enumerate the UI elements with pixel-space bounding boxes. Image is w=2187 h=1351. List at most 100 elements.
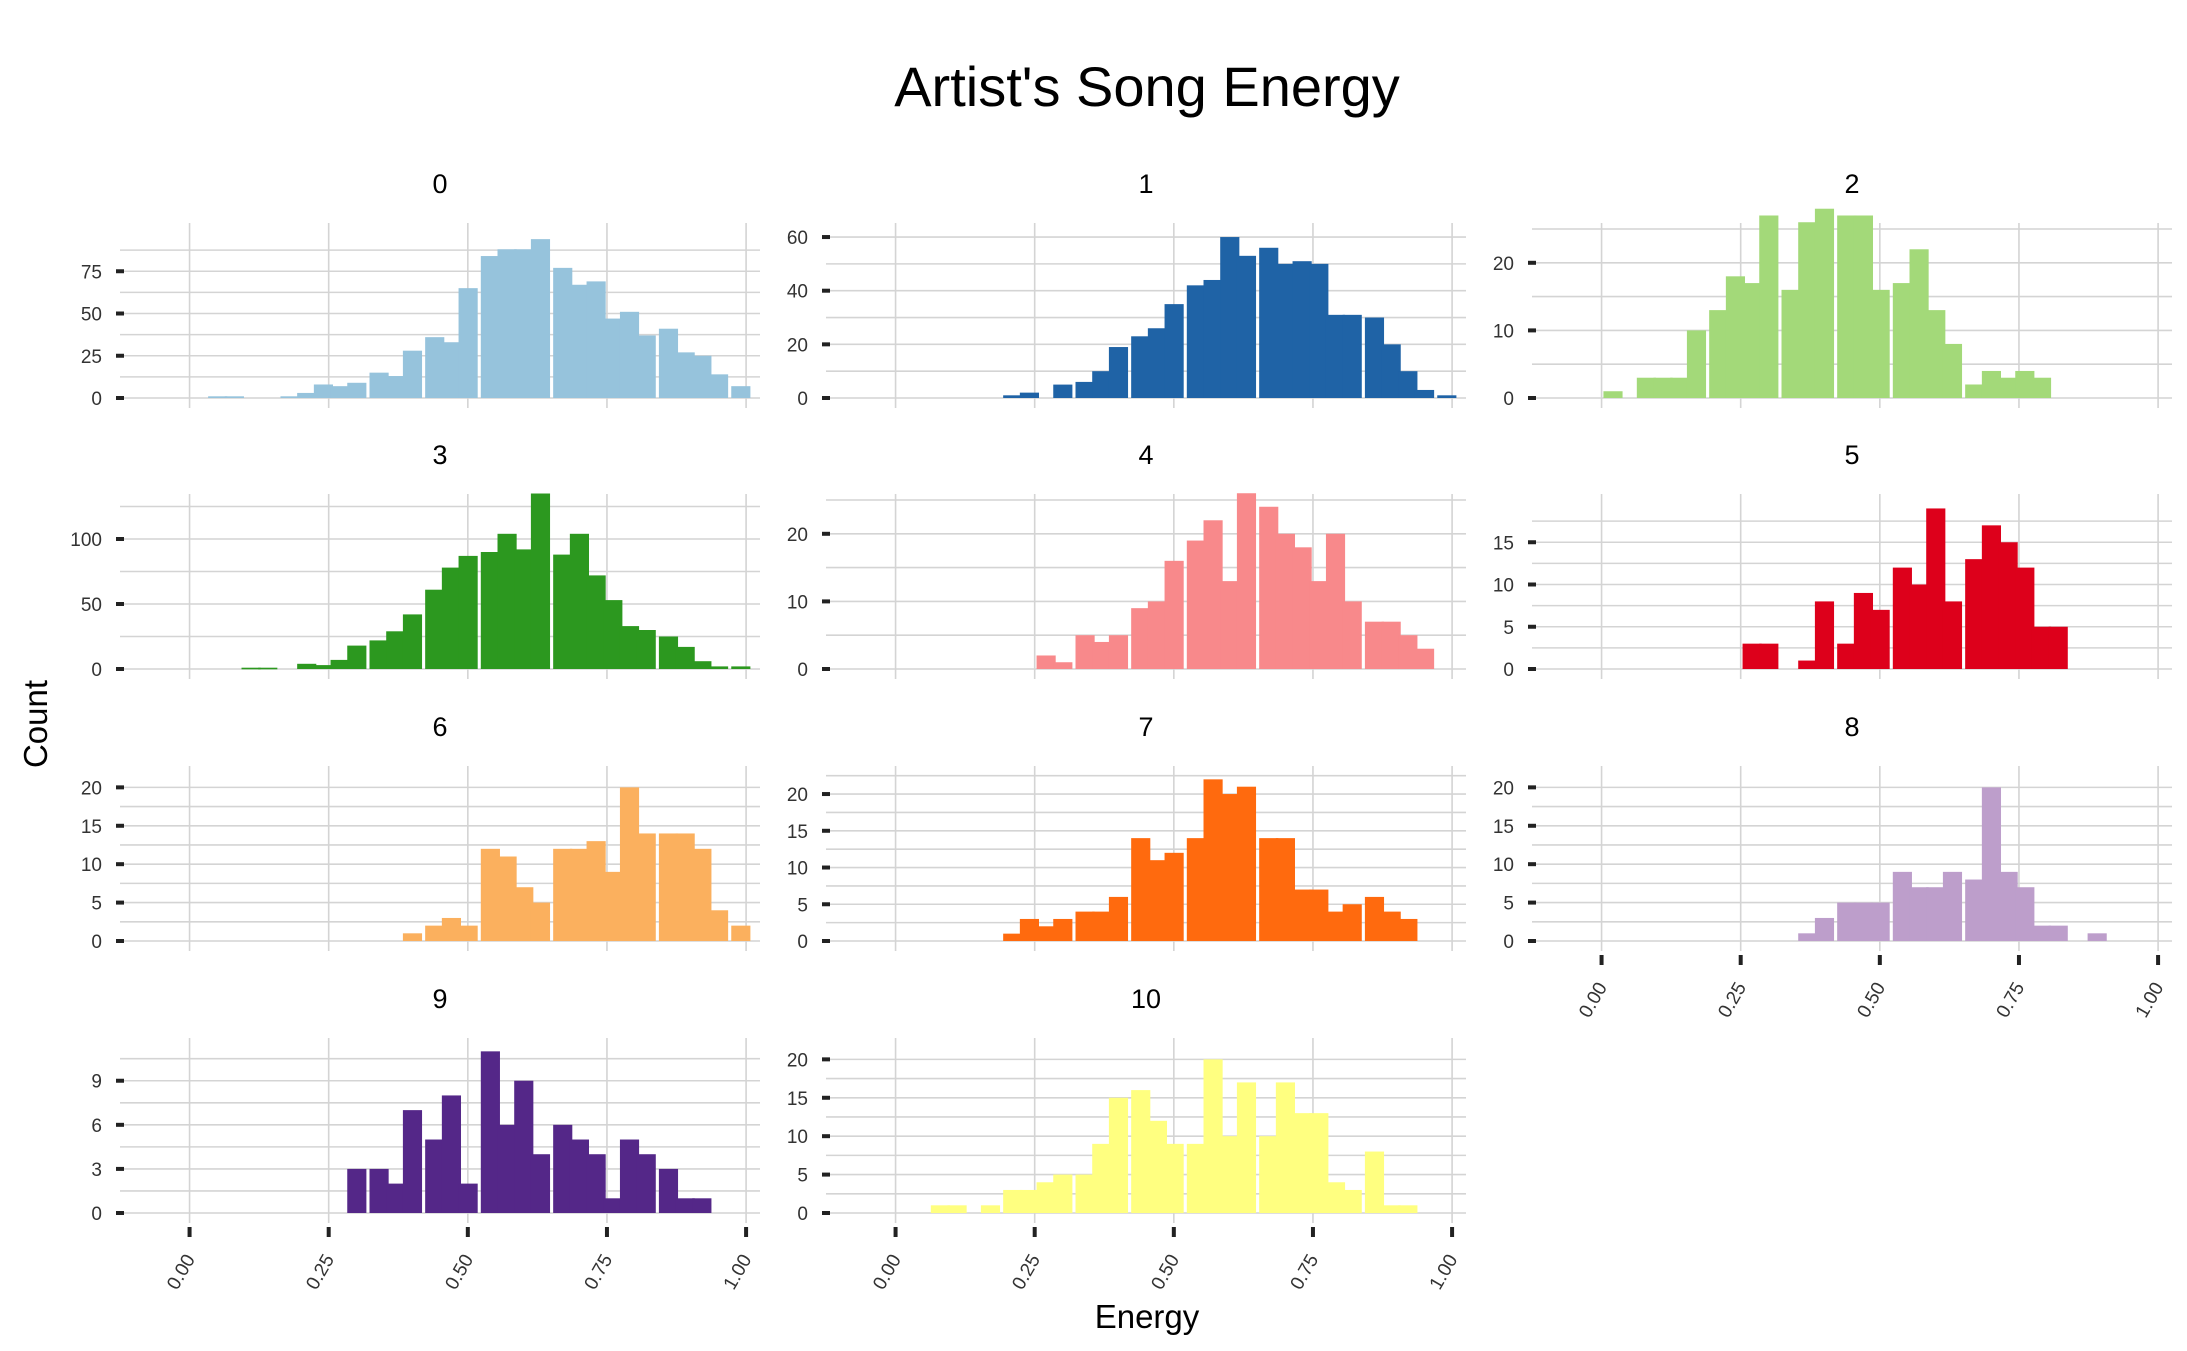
histogram-bar [636, 833, 656, 941]
histogram-bar [1275, 263, 1296, 398]
x-tick-label: 0.00 [1575, 979, 1612, 1022]
histogram-bar [553, 1124, 573, 1213]
histogram-bar [497, 249, 517, 398]
histogram-bar [692, 355, 712, 398]
histogram-bar [1075, 381, 1095, 398]
histogram-bar [947, 1205, 967, 1213]
histogram-bar [1236, 493, 1257, 669]
y-tick-label: 60 [787, 228, 808, 249]
histogram-bar [369, 1168, 389, 1213]
histogram-bar [1798, 222, 1818, 398]
histogram-bar [1926, 310, 1946, 398]
histogram-bar [603, 318, 623, 398]
histogram-bar [658, 833, 679, 941]
histogram-bar [425, 925, 445, 941]
histogram-bar [1131, 1090, 1151, 1213]
histogram-bar [1870, 289, 1890, 398]
histogram-bar [1965, 879, 1985, 941]
histogram-bar [1259, 1136, 1279, 1213]
histogram-bar [930, 1205, 950, 1213]
histogram-bar [658, 636, 679, 669]
histogram-bar [1053, 384, 1073, 398]
histogram-bar [1892, 871, 1912, 941]
x-tick-label: 0.50 [441, 1251, 478, 1294]
x-tick-label: 0.50 [1853, 979, 1890, 1022]
x-tick-label: 0.50 [1147, 1251, 1184, 1294]
histogram-bar [1342, 1189, 1362, 1213]
histogram-bar [480, 256, 500, 398]
histogram-bar [1203, 279, 1223, 398]
histogram-bar [1203, 1059, 1223, 1213]
histogram-bar [1342, 314, 1362, 398]
histogram-bar [1398, 918, 1418, 941]
y-tick-label: 0 [797, 932, 808, 953]
x-tick-label: 0.25 [1714, 979, 1751, 1022]
histogram-bar [731, 925, 751, 941]
histogram-bar [1325, 314, 1346, 398]
y-tick-label: 10 [1493, 576, 1514, 597]
x-tick-label: 0.25 [1008, 1251, 1045, 1294]
y-tick-label: 75 [81, 262, 102, 283]
histogram-bar [1942, 871, 1963, 941]
y-tick-label: 0 [91, 1204, 102, 1225]
histogram-bar [1092, 911, 1112, 941]
histogram-bar [441, 1095, 462, 1213]
histogram-bar [1381, 344, 1401, 398]
histogram-bar [1414, 389, 1435, 398]
y-tick-label: 20 [787, 335, 808, 356]
histogram-bar [1437, 395, 1457, 398]
histogram-bar [1364, 1151, 1385, 1213]
histogram-bar [2031, 626, 2052, 669]
y-tick-label: 40 [787, 282, 808, 303]
histogram-bar [553, 848, 573, 941]
histogram-bar [347, 1168, 367, 1213]
histogram-bar [1414, 648, 1435, 669]
facet-label-4: 4 [1138, 440, 1153, 470]
histogram-bar [1981, 525, 2002, 669]
facet-label-10: 10 [1131, 984, 1161, 1014]
histogram-bar [569, 284, 590, 398]
histogram-bar [1003, 395, 1023, 398]
histogram-bar [1381, 911, 1401, 941]
histogram-bar [514, 887, 534, 941]
y-tick-label: 10 [1493, 321, 1514, 342]
y-tick-label: 10 [81, 855, 102, 876]
histogram-bar [208, 396, 228, 398]
histogram-bar [530, 1154, 551, 1213]
histogram-bar [1965, 559, 1985, 669]
histogram-bar [569, 1139, 590, 1213]
histogram-bar [1003, 933, 1023, 941]
facet-panel-7: 7 0 5 10 15 20 [787, 712, 1466, 953]
y-tick-label: 0 [91, 932, 102, 953]
histogram-bar [458, 1183, 478, 1213]
histogram-bar [402, 1110, 423, 1213]
histogram-bar [586, 575, 606, 669]
histogram-bar [1837, 902, 1857, 941]
histogram-bar [530, 239, 551, 398]
histogram-bar [2048, 925, 2068, 941]
histogram-bar [1364, 896, 1385, 941]
histogram-bar [497, 1124, 517, 1213]
histogram-bar [1075, 635, 1095, 669]
facet-panel-1: 1 0 20 40 60 [787, 169, 1466, 410]
facet-label-9: 9 [432, 984, 447, 1014]
histogram-bar [2015, 370, 2035, 398]
histogram-bar [1236, 1082, 1257, 1213]
y-tick-label: 0 [1503, 660, 1514, 681]
histogram-bar [603, 871, 623, 941]
facet-label-8: 8 [1844, 712, 1859, 742]
histogram-bar [1965, 384, 1985, 398]
histogram-bar [1798, 933, 1818, 941]
histogram-bar [1147, 601, 1168, 669]
histogram-bar [1325, 911, 1346, 941]
x-tick-label: 0.75 [1993, 979, 2030, 1022]
histogram-bar [1186, 285, 1206, 398]
histogram-bar [1275, 1082, 1296, 1213]
histogram-bar [1053, 662, 1073, 669]
histogram-bar [386, 376, 406, 398]
histogram-bar [1942, 601, 1963, 669]
histogram-bar [1203, 779, 1223, 941]
y-tick-label: 6 [91, 1116, 102, 1137]
